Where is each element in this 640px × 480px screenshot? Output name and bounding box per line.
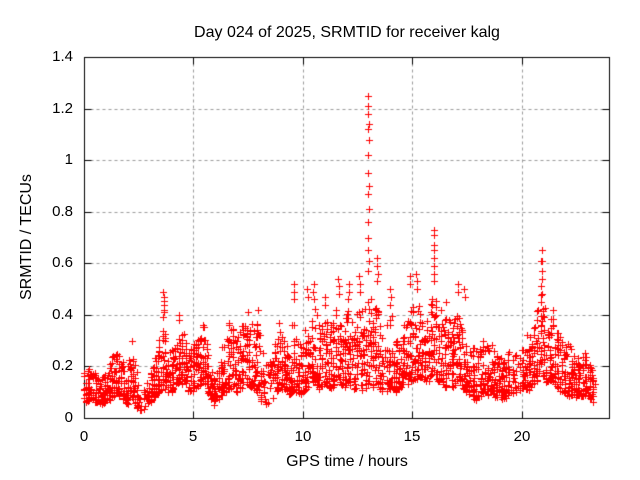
y-tick-label-1.2: 1.2 <box>52 100 73 117</box>
x-tick-label-20: 20 <box>513 428 531 445</box>
y-tick-label-1.4: 1.4 <box>52 48 73 65</box>
x-tick-label-5: 5 <box>188 428 198 445</box>
y-tick-label-0.8: 0.8 <box>52 203 73 220</box>
x-tick-label-0: 0 <box>79 428 89 445</box>
y-tick-label-0.6: 0.6 <box>52 254 73 271</box>
y-axis-label: SRMTID / TECUs <box>18 174 35 300</box>
x-tick-label-10: 10 <box>294 428 312 445</box>
y-tick-label-0: 0 <box>64 409 73 426</box>
chart-title: Day 024 of 2025, SRMTID for receiver kal… <box>194 24 500 41</box>
y-tick-label-1: 1 <box>64 151 73 168</box>
x-axis-label: GPS time / hours <box>286 453 408 470</box>
y-tick-label-0.4: 0.4 <box>52 306 73 323</box>
y-tick-label-0.2: 0.2 <box>52 357 73 374</box>
x-tick-label-15: 15 <box>403 428 421 445</box>
